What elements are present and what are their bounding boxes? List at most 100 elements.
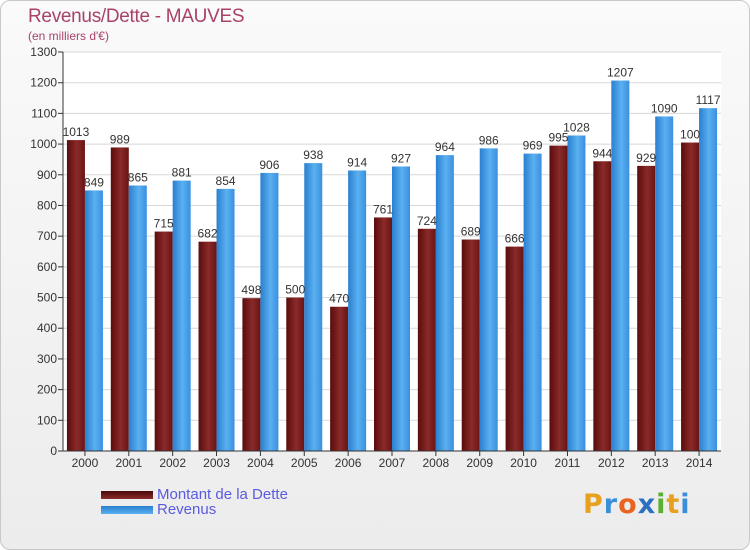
y-tick-label: 400: [37, 321, 57, 335]
chart-title: Revenus/Dette - MAUVES: [28, 6, 245, 27]
data-label-revenus: 881: [172, 166, 192, 180]
bar-revenus: [260, 172, 279, 452]
y-tick-label: 200: [37, 383, 57, 397]
data-label-revenus: 1207: [607, 66, 634, 80]
bar-revenus: [523, 153, 542, 451]
x-tick-label: 2013: [642, 456, 669, 470]
data-label-dette: 100: [680, 128, 700, 142]
x-tick-label: 2001: [115, 456, 142, 470]
legend-item-revenus: Revenus: [101, 501, 288, 518]
y-tick-label: 800: [37, 198, 57, 212]
bar-revenus: [435, 155, 454, 451]
x-tick-label: 2000: [72, 456, 99, 470]
x-tick-label: 2007: [379, 456, 406, 470]
bar-dette: [110, 147, 129, 452]
data-label-dette: 682: [198, 227, 218, 241]
logo-letter: t: [666, 489, 681, 520]
bar-dette: [66, 140, 85, 452]
bar-dette: [549, 145, 568, 451]
bar-revenus: [84, 190, 103, 451]
legend-swatch-dette: [101, 490, 153, 499]
y-tick-label: 600: [37, 260, 57, 274]
data-label-dette: 715: [154, 217, 174, 231]
bar-revenus: [128, 185, 147, 451]
y-tick-label: 1200: [30, 76, 57, 90]
bar-revenus: [699, 108, 718, 451]
y-tick-label: 1300: [30, 45, 57, 59]
bar-revenus: [655, 116, 674, 451]
bar-revenus: [304, 163, 323, 452]
chart-subtitle: (en milliers d'€): [28, 29, 109, 43]
legend: Montant de la Dette Revenus: [101, 486, 288, 518]
label-layer: 1013 849 989 865 715 881 682 854 498 906 500 938 470…: [63, 66, 721, 306]
bar-dette: [417, 228, 436, 451]
x-tick-label: 2003: [203, 456, 230, 470]
brand-logo: Proxiti: [583, 489, 691, 520]
x-tick-label: 2010: [510, 456, 537, 470]
data-label-dette: 689: [461, 225, 481, 239]
y-tick-label: 900: [37, 168, 57, 182]
logo-letter: x: [637, 489, 657, 520]
y-tick-label: 300: [37, 352, 57, 366]
x-tick-label: 2014: [686, 456, 713, 470]
bar-dette: [681, 142, 700, 452]
bar-dette: [461, 239, 480, 451]
bar-revenus: [216, 188, 235, 451]
y-tick-label: 700: [37, 229, 57, 243]
y-tick-label: 500: [37, 291, 57, 305]
bar-dette: [593, 161, 612, 451]
legend-label-dette: Montant de la Dette: [157, 486, 288, 503]
y-tick-label: 100: [37, 413, 57, 427]
data-label-dette: 500: [285, 283, 305, 297]
bar-dette: [198, 241, 217, 451]
x-tick-label: 2004: [247, 456, 274, 470]
data-label-dette: 929: [636, 151, 656, 165]
bar-dette: [330, 306, 349, 451]
bar-layer: [66, 80, 718, 452]
data-label-revenus: 986: [479, 133, 499, 147]
logo-letter: o: [618, 489, 638, 520]
data-label-revenus: 1028: [563, 120, 590, 134]
bar-revenus: [479, 148, 498, 451]
data-label-dette: 995: [548, 131, 568, 145]
data-label-dette: 724: [417, 214, 437, 228]
x-tick-label: 2011: [555, 456, 581, 470]
data-label-dette: 666: [505, 232, 525, 246]
data-label-dette: 761: [373, 202, 393, 216]
data-label-revenus: 1117: [696, 93, 721, 107]
logo-letter: i: [656, 489, 667, 520]
data-label-revenus: 927: [391, 151, 411, 165]
data-label-dette: 498: [241, 283, 261, 297]
data-label-dette: 1013: [63, 125, 90, 139]
legend-label-revenus: Revenus: [157, 501, 217, 518]
y-tick-label: 1000: [30, 137, 57, 151]
bar-revenus: [348, 170, 367, 452]
data-label-dette: 944: [592, 146, 612, 160]
logo-letter: i: [680, 489, 691, 520]
legend-swatch-revenus: [101, 505, 153, 514]
data-label-revenus: 964: [435, 140, 455, 154]
logo-letter: r: [603, 489, 619, 520]
bar-revenus: [172, 180, 191, 451]
logo-letter: P: [583, 489, 604, 520]
axis-layer: 0 100 200 300 400 500 600 700 800 900 1000 1100 1200…: [30, 45, 721, 470]
data-label-revenus: 969: [523, 139, 543, 153]
x-tick-label: 2008: [423, 456, 450, 470]
data-label-revenus: 914: [347, 155, 367, 169]
x-tick-label: 2002: [159, 456, 186, 470]
bar-dette: [505, 246, 524, 451]
bar-revenus: [567, 135, 586, 451]
data-label-revenus: 938: [303, 148, 323, 162]
data-label-dette: 470: [329, 292, 349, 306]
data-label-revenus: 849: [84, 175, 104, 189]
data-label-revenus: 1090: [651, 101, 678, 115]
y-tick-label: 0: [50, 444, 57, 458]
bar-revenus: [392, 166, 410, 452]
legend-item-dette: Montant de la Dette: [101, 486, 288, 503]
data-label-revenus: 854: [216, 174, 236, 188]
data-label-dette: 989: [110, 132, 130, 146]
bar-dette: [374, 217, 392, 451]
x-tick-label: 2005: [291, 456, 318, 470]
